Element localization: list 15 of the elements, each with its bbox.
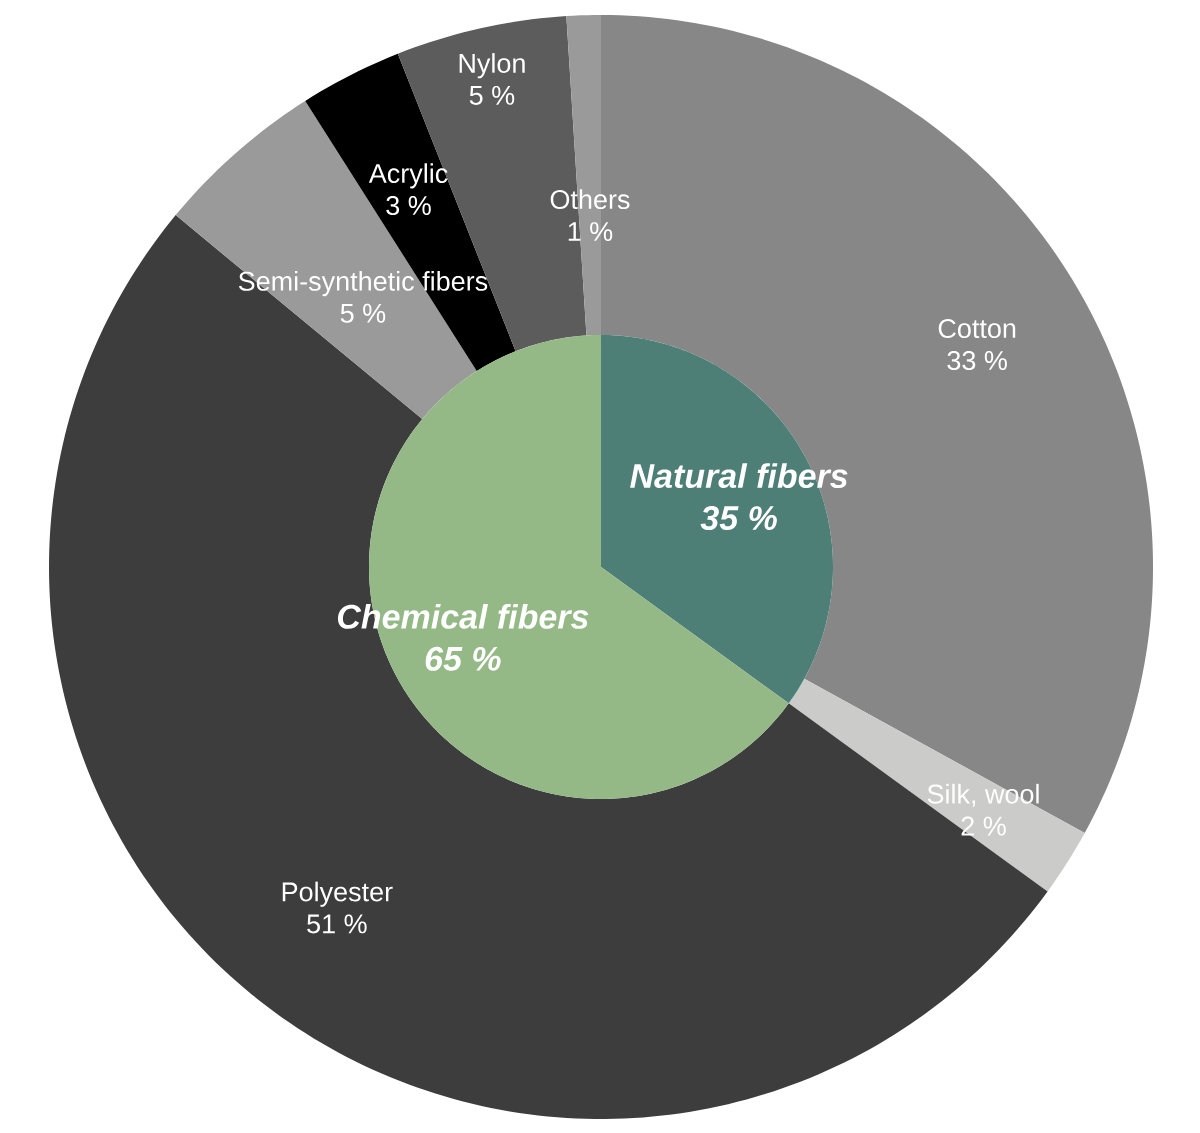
slice-label: Acrylic — [368, 163, 448, 189]
slice-label: Polyester — [282, 881, 393, 907]
data-label: 33 % — [947, 350, 1007, 371]
data-label: 3 % — [386, 195, 431, 216]
data-label: 65 % — [425, 646, 501, 671]
slice-label: Others — [550, 189, 630, 210]
slice-label: Natural fibers — [630, 463, 848, 489]
data-label: 5 % — [340, 303, 386, 323]
data-label: 1 % — [568, 222, 613, 242]
slice-label: Cotton — [938, 318, 1016, 339]
data-label: 2 % — [961, 816, 1006, 836]
data-label: 35 % — [700, 506, 777, 531]
slice-label: Nylon — [459, 53, 525, 79]
data-label: 5 % — [469, 85, 515, 105]
data-label: 51 % — [307, 914, 367, 934]
